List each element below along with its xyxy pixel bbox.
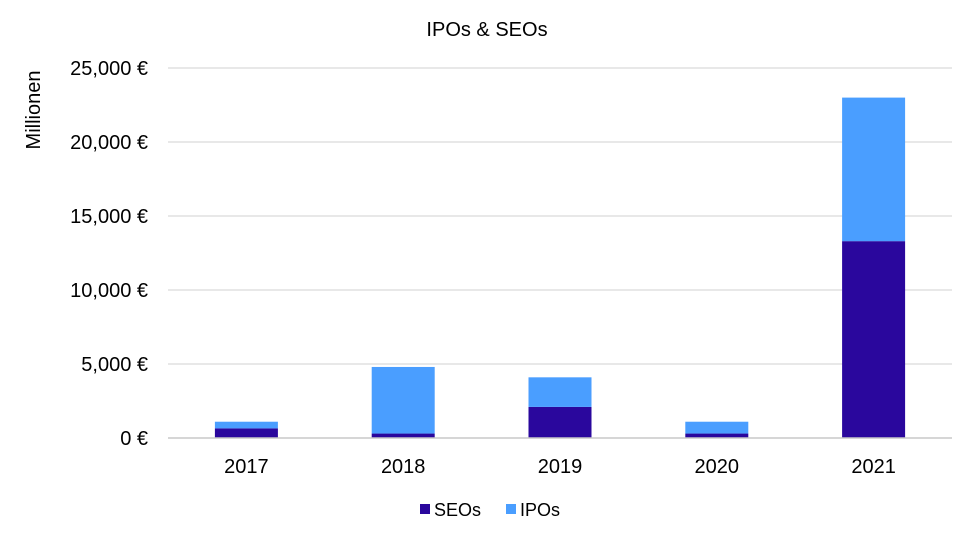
y-tick-label: 5,000 € <box>81 354 148 376</box>
legend-swatch-seos <box>420 504 430 514</box>
bar-seos-2019 <box>528 406 592 438</box>
x-tick-label: 2020 <box>695 456 740 478</box>
legend-label-seos: SEOs <box>434 500 481 520</box>
x-tick-label: 2017 <box>224 456 269 478</box>
y-tick-labels: 0 € 5,000 € 10,000 € 15,000 € 20,000 € 25,000… <box>70 58 148 450</box>
y-tick-label: 10,000 € <box>70 280 148 302</box>
bar-ipos-2020 <box>685 421 749 434</box>
x-tick-label: 2019 <box>538 456 583 478</box>
y-tick-label: 15,000 € <box>70 206 148 228</box>
legend-label-ipos: IPOs <box>520 500 560 520</box>
legend: SEOs IPOs <box>420 500 560 520</box>
x-tick-label: 2018 <box>381 456 426 478</box>
legend-swatch-ipos <box>506 504 516 514</box>
bar-ipos-2018 <box>371 366 435 434</box>
bar-seos-2021 <box>842 241 906 438</box>
y-axis-label: Millionen <box>23 71 45 150</box>
y-tick-label: 0 € <box>120 428 148 450</box>
bar-seos-2017 <box>214 428 278 438</box>
bar-ipos-2019 <box>528 377 592 407</box>
x-tick-label: 2021 <box>851 456 896 478</box>
y-tick-label: 25,000 € <box>70 58 148 80</box>
bar-ipos-2017 <box>214 421 278 429</box>
bar-seos-2020 <box>685 433 749 438</box>
y-tick-label: 20,000 € <box>70 132 148 154</box>
bars <box>214 97 906 438</box>
bar-seos-2018 <box>371 433 435 438</box>
x-tick-labels: 2017 2018 2019 2020 2021 <box>224 456 896 478</box>
chart-title: IPOs & SEOs <box>426 19 547 41</box>
gridlines <box>168 67 952 365</box>
bar-ipos-2021 <box>842 97 906 242</box>
